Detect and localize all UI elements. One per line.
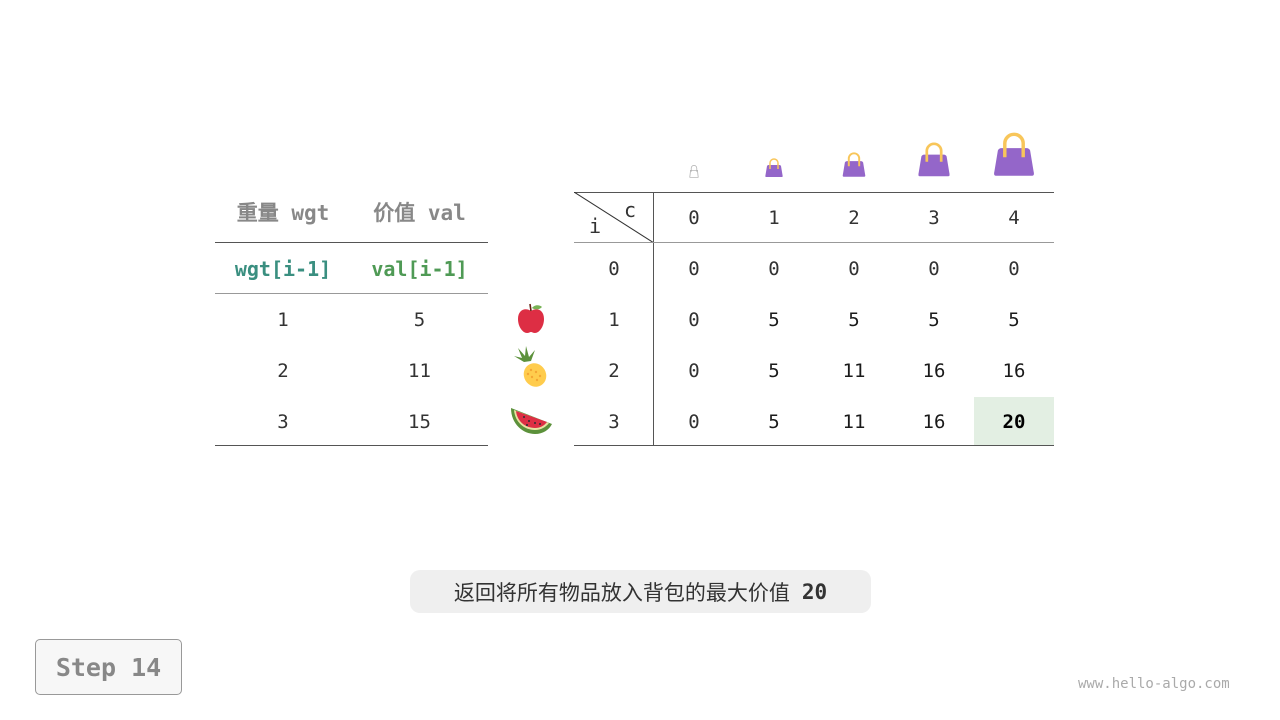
dp-cell: 5 bbox=[768, 308, 780, 331]
dp-cell: 5 bbox=[848, 308, 860, 331]
dp-cell: 0 bbox=[688, 359, 700, 382]
capacity-header: 3 bbox=[928, 206, 940, 229]
item-value: 15 bbox=[408, 410, 431, 433]
divider bbox=[574, 445, 1054, 446]
watermark: www.hello-algo.com bbox=[1078, 676, 1230, 692]
item-weight: 3 bbox=[277, 410, 289, 433]
dp-cell: 5 bbox=[768, 359, 780, 382]
capacity-header: 2 bbox=[848, 206, 860, 229]
dp-cell: 0 bbox=[848, 257, 860, 280]
dp-cell: 0 bbox=[928, 257, 940, 280]
dp-cell: 0 bbox=[1008, 257, 1020, 280]
dp-cell: 5 bbox=[1008, 308, 1020, 331]
dp-cell: 0 bbox=[688, 257, 700, 280]
dp-cell: 16 bbox=[1002, 359, 1026, 382]
row-index: 2 bbox=[608, 359, 620, 382]
header-weight: 重量 wgt bbox=[236, 200, 330, 225]
dp-cell: 5 bbox=[768, 410, 780, 433]
subheader-value: val[i-1] bbox=[371, 256, 468, 281]
item-value: 11 bbox=[408, 359, 431, 382]
capacity-header: 4 bbox=[1008, 206, 1020, 229]
dp-cell: 5 bbox=[928, 308, 940, 331]
corner-capacity-label: c bbox=[624, 198, 637, 222]
column-divider bbox=[653, 192, 654, 446]
header-value: 价值 val bbox=[373, 200, 466, 225]
subheader-weight: wgt[i-1] bbox=[234, 256, 332, 281]
bag-outline-icon bbox=[689, 165, 699, 178]
divider bbox=[574, 242, 1054, 243]
item-value: 5 bbox=[413, 308, 426, 331]
divider bbox=[215, 293, 488, 294]
pineapple-icon bbox=[514, 346, 547, 387]
dp-cell: 11 bbox=[842, 410, 866, 433]
apple-icon bbox=[518, 303, 544, 333]
bag-icon bbox=[765, 158, 783, 177]
watermelon-icon bbox=[511, 408, 552, 434]
bag-icon bbox=[918, 142, 950, 177]
caption-box: 返回将所有物品放入背包的最大价值 20 bbox=[410, 570, 871, 613]
dp-cell: 0 bbox=[688, 308, 700, 331]
bag-icon bbox=[994, 132, 1034, 176]
dp-cell: 0 bbox=[768, 257, 780, 280]
capacity-header: 0 bbox=[688, 206, 700, 229]
divider bbox=[574, 192, 1054, 193]
dp-cell: 11 bbox=[842, 359, 866, 382]
divider bbox=[215, 445, 488, 446]
row-index: 0 bbox=[608, 257, 620, 280]
divider bbox=[215, 242, 488, 243]
bag-icon bbox=[842, 152, 866, 177]
caption-text: 返回将所有物品放入背包的最大价值 bbox=[453, 580, 790, 605]
row-index: 3 bbox=[608, 410, 620, 433]
caption-value: 20 bbox=[801, 579, 828, 604]
corner-item-label: i bbox=[589, 214, 602, 238]
dp-cell-highlighted: 20 bbox=[974, 397, 1054, 446]
dp-cell: 16 bbox=[922, 410, 946, 433]
capacity-header: 1 bbox=[768, 206, 780, 229]
corner-diagonal bbox=[574, 192, 654, 243]
step-label: Step 14 bbox=[35, 639, 182, 695]
dp-cell: 16 bbox=[922, 359, 946, 382]
row-index: 1 bbox=[608, 308, 620, 331]
dp-cell: 0 bbox=[688, 410, 700, 433]
item-weight: 1 bbox=[277, 308, 289, 331]
item-weight: 2 bbox=[277, 359, 289, 382]
